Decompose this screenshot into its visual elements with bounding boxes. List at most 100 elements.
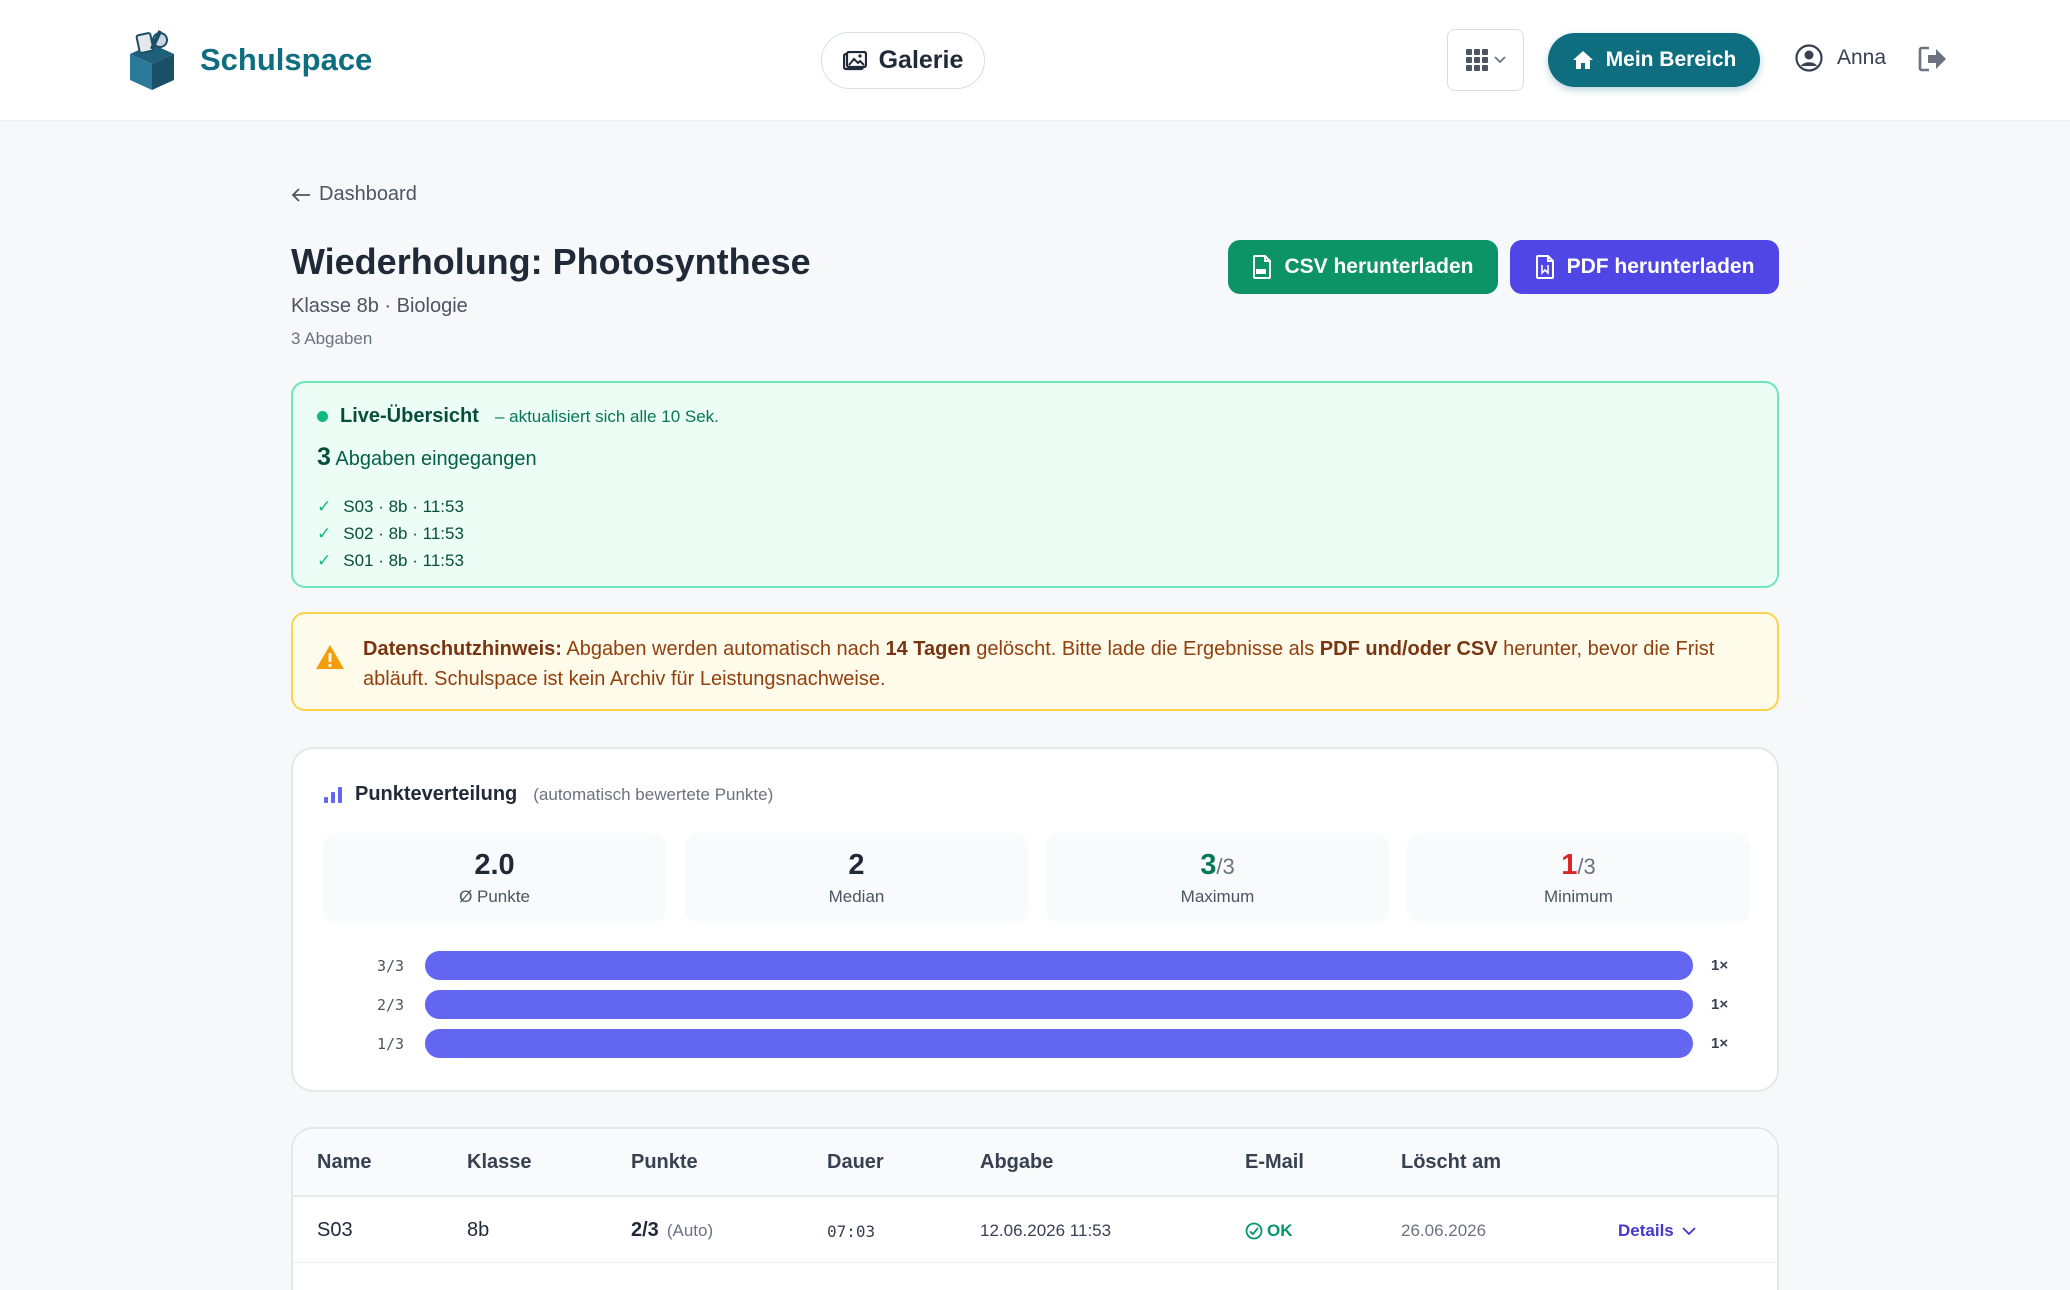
column-header-loescht-am[interactable]: Löscht am <box>1401 1151 1502 1173</box>
column-header-name[interactable]: Name <box>317 1151 372 1173</box>
stat-maximum: 3/3 Maximum <box>1046 833 1389 923</box>
notice-emphasis: 14 Tagen <box>885 638 971 660</box>
stat-label: Median <box>828 887 885 906</box>
privacy-notice: Datenschutzhinweis: Abgaben werden autom… <box>291 612 1779 711</box>
bar-label: 2/3 <box>377 996 405 1014</box>
column-header-dauer[interactable]: Dauer <box>827 1151 884 1173</box>
gallery-button[interactable]: Galerie <box>821 32 985 89</box>
bar-count-label: 1× <box>1711 996 1729 1013</box>
live-count-text: Abgaben eingegangen <box>335 448 537 470</box>
stat-value: 2.0 <box>323 849 666 885</box>
bar-label: 3/3 <box>377 957 405 975</box>
notice-text-part: gelöscht. Bitte lade die Ergebnisse als <box>970 638 1320 660</box>
checkmark-icon: ✓ <box>317 496 332 516</box>
csv-file-icon <box>1253 255 1272 279</box>
live-refresh-note: – aktualisiert sich alle 10 Sek. <box>494 406 719 426</box>
cell-loescht-am: 26.06.2026 <box>1401 1221 1487 1240</box>
home-icon <box>1572 51 1593 69</box>
cell-punkte-note: (Auto) <box>666 1221 714 1240</box>
bar-chart-icon <box>324 786 342 803</box>
live-count-number: 3 <box>317 443 331 471</box>
live-submission-count: 3 Abgaben eingegangen <box>317 443 537 472</box>
brand-logo[interactable]: Schulspace <box>124 28 372 92</box>
pdf-download-button[interactable]: PDF herunterladen <box>1510 240 1779 294</box>
distribution-title: Punkteverteilung <box>355 783 518 805</box>
gallery-icon <box>842 50 867 70</box>
distribution-note: (automatisch bewertete Punkte) <box>533 784 774 804</box>
stat-number: 2 <box>848 849 865 881</box>
live-list-item: ✓ S01 · 8b · 11:53 <box>317 547 464 574</box>
column-header-klasse[interactable]: Klasse <box>467 1151 532 1173</box>
logout-button[interactable] <box>1918 46 1948 77</box>
mein-bereich-button[interactable]: Mein Bereich <box>1548 33 1760 87</box>
page-subtitle: Klasse 8b · Biologie <box>291 295 468 317</box>
pdf-file-icon <box>1535 255 1554 279</box>
details-toggle[interactable]: Details <box>1618 1221 1696 1241</box>
notice-emphasis: PDF und/oder CSV <box>1319 638 1498 660</box>
stat-median: 2 Median <box>685 833 1028 923</box>
cell-dauer: 07:03 <box>827 1222 876 1241</box>
live-overview-panel: Live-Übersicht – aktualisiert sich alle … <box>291 381 1779 588</box>
arrow-left-icon <box>291 187 310 202</box>
live-item-text: S02 · 8b · 11:53 <box>343 523 464 543</box>
user-menu[interactable]: Anna <box>1795 44 1886 72</box>
apps-menu-button[interactable] <box>1447 29 1524 91</box>
back-label: Dashboard <box>319 183 417 205</box>
score-distribution-card: Punkteverteilung (automatisch bewertete … <box>291 747 1779 1092</box>
column-header-email[interactable]: E-Mail <box>1245 1151 1304 1173</box>
details-button[interactable]: Details <box>1618 1221 1696 1241</box>
user-circle-icon <box>1795 44 1823 72</box>
stat-average: 2.0 Ø Punkte <box>323 833 666 923</box>
cell-punkte: 2/3 (Auto) <box>631 1219 713 1242</box>
chevron-down-icon <box>1493 56 1506 64</box>
submissions-table: Name Klasse Punkte Dauer Abgabe E-Mail L… <box>291 1127 1779 1290</box>
details-label: Details <box>1618 1221 1674 1240</box>
column-header-abgabe[interactable]: Abgabe <box>980 1151 1054 1173</box>
bar-count-label: 1× <box>1711 1035 1729 1052</box>
top-navigation-bar: Schulspace Galerie Mein Bereich <box>0 0 2070 121</box>
check-circle-icon <box>1245 1222 1263 1240</box>
table-row[interactable]: S03 8b 2/3 (Auto) 07:03 12.06.2026 11:53 … <box>293 1197 1777 1263</box>
score-distribution-chart: 3/3 1× 2/3 1× 1/3 1× <box>293 951 1781 1071</box>
bar-label: 1/3 <box>377 1035 405 1053</box>
privacy-notice-lead: Datenschutzhinweis: <box>363 638 562 660</box>
submission-count: 3 Abgaben <box>291 329 373 348</box>
mein-bereich-label: Mein Bereich <box>1605 48 1737 71</box>
table-header: Name Klasse Punkte Dauer Abgabe E-Mail L… <box>293 1129 1777 1197</box>
bar-count-label: 1× <box>1711 957 1729 974</box>
cell-email: OK <box>1245 1221 1293 1241</box>
stat-number: 3 <box>1200 849 1217 881</box>
stat-value: 2 <box>685 849 1028 885</box>
live-title: Live-Übersicht <box>340 405 479 427</box>
checkmark-icon: ✓ <box>317 550 332 570</box>
cell-name: S03 <box>317 1219 353 1241</box>
notice-text-part: herunter, bevor die Frist abläuft. Schul… <box>363 638 1715 690</box>
column-header-punkte[interactable]: Punkte <box>631 1151 698 1173</box>
bar-track <box>425 951 1693 980</box>
email-status-badge: OK <box>1245 1221 1293 1241</box>
live-status-dot <box>317 411 328 422</box>
user-name: Anna <box>1837 46 1887 69</box>
checkmark-icon: ✓ <box>317 523 332 543</box>
gallery-label: Galerie <box>878 46 964 74</box>
school-box-logo-icon <box>130 30 174 90</box>
chevron-down-icon <box>1682 1226 1696 1235</box>
warning-icon <box>316 645 344 669</box>
stat-minimum: 1/3 Minimum <box>1407 833 1750 923</box>
stat-label: Ø Punkte <box>459 887 530 906</box>
stat-suffix: /3 <box>1216 854 1235 879</box>
bar <box>425 990 1693 1019</box>
stat-label: Minimum <box>1544 887 1613 906</box>
privacy-notice-text: Datenschutzhinweis: Abgaben werden autom… <box>363 634 1753 694</box>
stat-number: 1 <box>1561 849 1578 881</box>
stat-label: Maximum <box>1180 887 1255 906</box>
back-to-dashboard-link[interactable]: Dashboard <box>291 183 417 206</box>
stat-value: 1/3 <box>1407 849 1750 885</box>
email-status-text: OK <box>1267 1221 1293 1240</box>
cell-klasse: 8b <box>467 1219 490 1241</box>
bar-track <box>425 990 1693 1019</box>
grid-icon <box>1465 49 1488 71</box>
stat-suffix: /3 <box>1577 854 1596 879</box>
csv-download-button[interactable]: CSV herunterladen <box>1228 240 1498 294</box>
live-list-item: ✓ S03 · 8b · 11:53 <box>317 493 464 520</box>
